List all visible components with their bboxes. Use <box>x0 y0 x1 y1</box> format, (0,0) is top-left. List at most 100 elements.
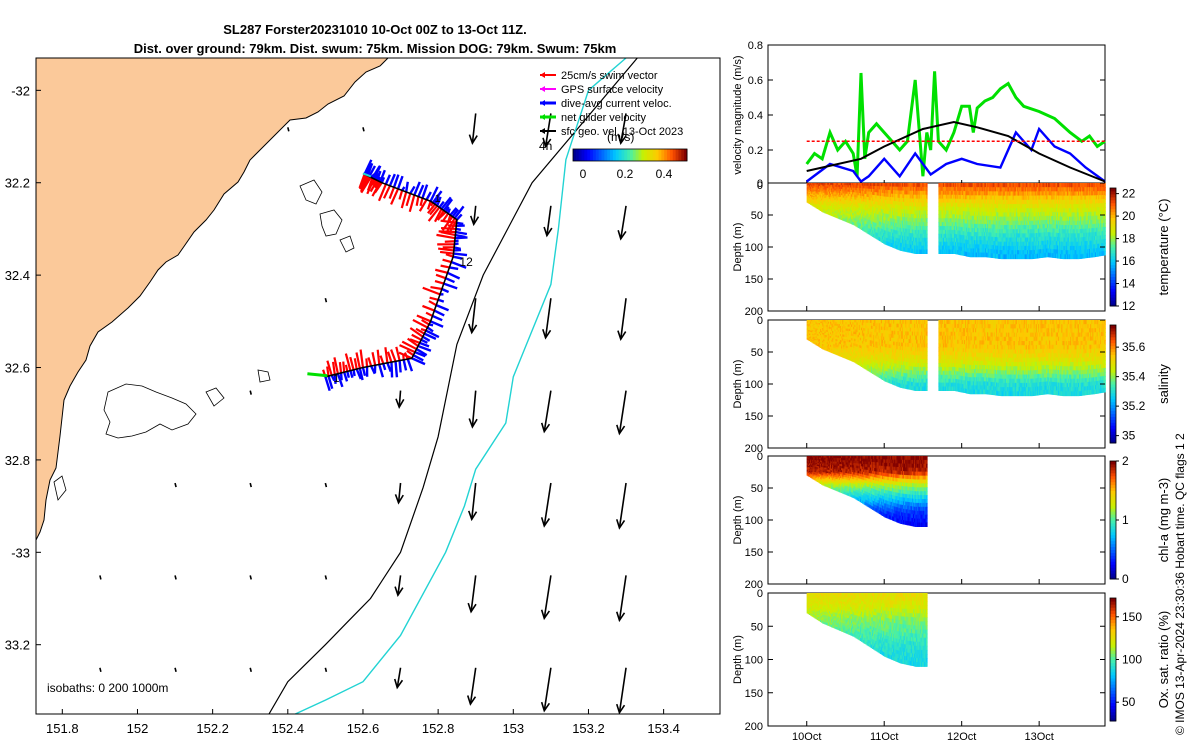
depth-cell <box>904 236 906 241</box>
depth-cell <box>1003 254 1006 260</box>
depth-cell <box>1080 216 1082 222</box>
current-vector <box>469 205 480 227</box>
depth-cell <box>913 214 915 219</box>
depth-cell <box>947 226 950 231</box>
swim-vector <box>384 347 389 364</box>
depth-cell <box>958 190 961 196</box>
depth-cell <box>1021 183 1024 188</box>
depth-cell <box>867 211 870 215</box>
depth-cell <box>810 201 812 204</box>
current-vector-dive <box>413 181 421 196</box>
depth-cell <box>813 189 816 192</box>
depth-cell <box>1056 228 1059 234</box>
depth-cell <box>1055 236 1058 242</box>
depth-cell <box>972 215 975 221</box>
depth-cell <box>1043 232 1046 237</box>
depth-cell <box>987 236 989 242</box>
depth-cell <box>908 248 911 253</box>
depth-cell <box>941 194 944 200</box>
depth-cell <box>1091 240 1094 246</box>
depth-cell <box>1060 249 1063 255</box>
depth-cell <box>1072 204 1075 209</box>
depth-cell <box>978 252 981 258</box>
depth-cell <box>1062 233 1065 239</box>
depth-cell <box>984 232 987 237</box>
depth-cell <box>859 216 862 220</box>
depth-cell <box>885 234 888 238</box>
depth-cell <box>951 222 954 227</box>
current-vector-small <box>99 575 102 580</box>
depth-cell <box>877 186 880 190</box>
velocity-series-0 <box>805 71 1106 177</box>
depth-cell <box>865 196 868 200</box>
depth-cell <box>998 254 1001 259</box>
depth-cell <box>1084 195 1087 201</box>
depth-cell <box>807 191 810 194</box>
depth-cell <box>979 211 982 217</box>
depth-cell <box>1008 254 1011 260</box>
depth-cell <box>879 221 882 226</box>
depth-cell <box>980 219 983 225</box>
depth-cell <box>1020 187 1023 192</box>
depth-cell <box>903 216 905 222</box>
depth-cell <box>955 183 957 188</box>
depth-cell <box>952 222 955 227</box>
depth-cell <box>981 228 984 233</box>
depth-cell <box>816 205 819 208</box>
depth-cell <box>1046 228 1049 233</box>
depth-cell <box>972 236 975 241</box>
current-vector <box>615 482 627 530</box>
depth-cell <box>1032 208 1035 213</box>
depth-cell <box>941 241 944 247</box>
depth-cell <box>1064 216 1067 222</box>
depth-cell <box>1055 187 1058 192</box>
depth-cell <box>1079 254 1081 259</box>
depth-cell <box>904 239 906 245</box>
current-vector <box>394 575 404 598</box>
swim-vector <box>406 349 415 357</box>
depth-cell <box>882 192 884 197</box>
depth-cell <box>1091 252 1094 258</box>
depth-cell <box>877 208 880 212</box>
depth-cell <box>1031 204 1034 209</box>
depth-cell <box>909 240 912 246</box>
depth-cell <box>959 222 962 228</box>
depth-cell <box>911 241 914 246</box>
depth-cell <box>855 209 858 213</box>
depth-cell <box>1082 241 1085 247</box>
depth-cell <box>890 236 893 241</box>
depth-cell <box>888 186 891 191</box>
depth-cell <box>1092 207 1095 213</box>
swim-vector <box>427 203 436 214</box>
depth-cell <box>941 214 944 219</box>
depth-cell <box>836 213 839 217</box>
depth-cell <box>1044 219 1047 225</box>
depth-cell <box>870 232 873 237</box>
depth-cell <box>1034 212 1037 217</box>
depth-cell <box>1000 233 1003 239</box>
depth-cell <box>1027 208 1029 213</box>
depth-cell <box>975 191 977 196</box>
depth-cell <box>898 212 901 217</box>
depth-cell <box>810 186 812 189</box>
depth-cell <box>938 241 941 247</box>
depth-cell <box>807 186 810 188</box>
depth-cell <box>861 226 863 230</box>
depth-cell <box>1075 229 1078 234</box>
depth-cell <box>1050 187 1053 192</box>
depth-cell <box>852 219 854 223</box>
depth-cell <box>886 224 889 229</box>
depth-cell <box>894 226 897 231</box>
depth-cell <box>968 248 971 253</box>
depth-cell <box>888 190 891 195</box>
depth-cell <box>1011 208 1014 213</box>
depth-cell <box>1051 216 1054 221</box>
depth-cell <box>1025 191 1028 197</box>
depth-cell <box>1010 195 1013 201</box>
depth-cell <box>960 246 963 252</box>
depth-cell <box>1052 244 1055 250</box>
depth-cell <box>824 201 827 204</box>
depth-cell <box>976 252 978 258</box>
depth-cell <box>1000 237 1003 243</box>
depth-cell <box>868 194 871 198</box>
